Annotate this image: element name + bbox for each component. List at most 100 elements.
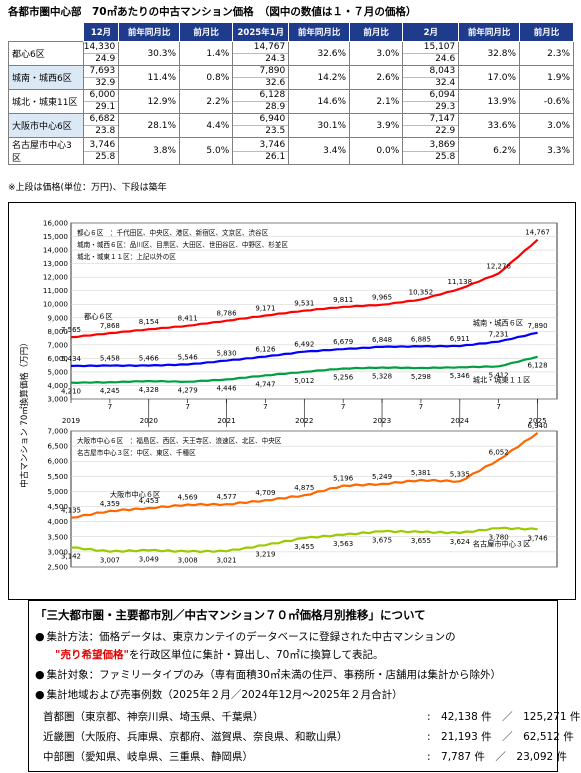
x-month-label: 7 bbox=[263, 402, 268, 411]
chart-svg: 3,000 4,000 5,000 6,000 7,000 8,000 9,000 10,00… bbox=[19, 219, 558, 572]
upper-data-label: 7,868 bbox=[100, 322, 120, 330]
upper-y-tick-label: 12,000 bbox=[43, 273, 69, 282]
header-feb: 2月 bbox=[402, 22, 460, 42]
age-value: 26.1 bbox=[265, 151, 286, 162]
price-value: 7,147 bbox=[403, 114, 459, 126]
upper-data-label: 4,446 bbox=[216, 384, 237, 392]
x-month-label: 7 bbox=[419, 402, 424, 411]
upper-data-label: 7,565 bbox=[61, 326, 81, 334]
upper-data-label: 5,412 bbox=[489, 371, 509, 379]
table-header-row: 12月 前年同月比 前月比 2025年1月 前年同月比 前月比 2月 前年同月比… bbox=[8, 22, 574, 42]
yoy-value: 28.1% bbox=[147, 120, 177, 131]
method-line: ● 集計方法：価格データは、東京カンテイのデータベースに登録された中古マンションの bbox=[35, 629, 456, 644]
age-value: 23.5 bbox=[265, 126, 286, 136]
mom-value: 1.9% bbox=[547, 72, 570, 83]
lower-y-tick-label: 5,000 bbox=[47, 487, 68, 496]
lower-data-label: 3,624 bbox=[450, 538, 471, 546]
yoy-value: 13.9% bbox=[487, 96, 517, 107]
bullet-icon: ● bbox=[35, 668, 45, 681]
upper-data-label: 5,256 bbox=[333, 373, 354, 381]
region-name: 中部圏（愛知県、岐阜県、三重県、静岡県） bbox=[43, 751, 253, 763]
method-text-b: を行政区単位に集計・算出し、70㎡に換算して表記。 bbox=[128, 649, 384, 661]
yoy-value: 30.1% bbox=[317, 120, 347, 131]
yoy-value: 30.3% bbox=[147, 48, 177, 59]
lower-series-line bbox=[70, 526, 538, 554]
lower-data-label: 4,709 bbox=[255, 489, 275, 497]
price-value: 15,107 bbox=[403, 42, 459, 54]
price-chart: 3,000 4,000 5,000 6,000 7,000 8,000 9,000 10,00… bbox=[8, 202, 576, 600]
age-value: 23.8 bbox=[95, 126, 116, 136]
header-dec-yoy: 前年同月比 bbox=[118, 22, 181, 42]
upper-data-label: 6,679 bbox=[333, 338, 353, 346]
region-label: 都心6区 bbox=[12, 50, 45, 60]
region-count: : 42,138 件 ／ 125,271 件 bbox=[427, 711, 581, 723]
bullet-icon: ● bbox=[35, 688, 45, 701]
upper-y-tick-label: 7,000 bbox=[47, 340, 68, 349]
x-month-label: 7 bbox=[108, 402, 113, 411]
upper-data-label: 4,210 bbox=[61, 388, 81, 396]
mom-value: 3.9% bbox=[376, 120, 400, 131]
price-value: 3,869 bbox=[403, 140, 459, 152]
upper-data-label: 10,352 bbox=[409, 288, 434, 296]
lower-data-label: 3,021 bbox=[216, 556, 236, 564]
age-value: 28.9 bbox=[265, 102, 286, 112]
bullet-icon: ● bbox=[35, 630, 45, 643]
lower-legend-entry: 名古屋市中心３区：中区、東区、千種区 bbox=[77, 448, 196, 457]
yoy-value: 6.2% bbox=[493, 146, 517, 156]
upper-data-label: 5,830 bbox=[216, 350, 236, 358]
table-note: ※上段は価格(単位：万円)、下段は築年 bbox=[8, 183, 167, 193]
upper-y-tick-label: 6,000 bbox=[47, 354, 68, 363]
lower-data-label: 3,746 bbox=[528, 534, 549, 542]
age-value: 32.6 bbox=[265, 78, 286, 88]
mom-value: 2.6% bbox=[376, 72, 400, 83]
upper-data-label: 5,346 bbox=[450, 372, 471, 380]
mom-value: 0.8% bbox=[206, 72, 230, 83]
upper-data-label: 8,411 bbox=[178, 315, 198, 323]
yoy-value: 32.8% bbox=[487, 48, 517, 59]
yoy-value: 3.4% bbox=[323, 146, 347, 156]
lower-data-label: 3,563 bbox=[333, 540, 353, 548]
yoy-value: 14.6% bbox=[317, 96, 347, 107]
price-value: 6,000 bbox=[83, 90, 119, 102]
upper-series-name: 城北・城東１１区 bbox=[473, 375, 531, 384]
lower-data-label: 5,381 bbox=[411, 469, 431, 477]
upper-series-line bbox=[70, 355, 538, 385]
lower-y-tick-label: 3,500 bbox=[47, 532, 68, 541]
upper-y-tick-label: 11,000 bbox=[43, 286, 69, 295]
upper-legend-entry: 都心６区 ：千代田区、中央区、港区、新宿区、文京区、渋谷区 bbox=[77, 228, 269, 237]
yoy-value: 17.0% bbox=[487, 72, 517, 83]
lower-y-tick-label: 4,000 bbox=[47, 517, 68, 526]
lower-data-label: 6,052 bbox=[489, 449, 509, 457]
lower-y-tick-label: 2,500 bbox=[47, 563, 68, 572]
upper-data-label: 6,126 bbox=[255, 346, 276, 354]
price-value: 6,128 bbox=[233, 90, 289, 102]
lower-y-tick-label: 5,500 bbox=[47, 472, 68, 481]
price-value: 7,890 bbox=[233, 66, 289, 78]
upper-y-tick-label: 15,000 bbox=[43, 232, 69, 241]
age-value: 32.9 bbox=[95, 78, 116, 88]
region-name: 近畿圏（大阪府、兵庫県、京都府、滋賀県、奈良県、和歌山県） bbox=[43, 731, 348, 743]
area-text: 集計地域および売事例数（2025年２月／2024年12月～2025年２月合計） bbox=[46, 689, 403, 701]
price-value: 6,682 bbox=[83, 114, 119, 126]
lower-data-label: 5,335 bbox=[450, 470, 470, 478]
region-name: 首都圏（東京都、神奈川県、埼玉県、千葉県） bbox=[43, 711, 264, 723]
upper-data-label: 7,231 bbox=[489, 331, 509, 339]
upper-data-label: 12,276 bbox=[486, 262, 511, 270]
price-value: 6,940 bbox=[233, 114, 289, 126]
upper-data-label: 9,531 bbox=[294, 300, 314, 308]
age-value: 24.9 bbox=[95, 54, 116, 64]
lower-data-label: 4,569 bbox=[178, 493, 198, 501]
yoy-value: 3.8% bbox=[153, 146, 177, 156]
upper-data-label: 9,171 bbox=[255, 304, 275, 312]
price-value: 8,043 bbox=[403, 66, 459, 78]
lower-data-label: 4,453 bbox=[139, 497, 159, 505]
x-month-label: 7 bbox=[341, 402, 346, 411]
mom-value: 2.1% bbox=[376, 96, 400, 107]
lower-y-tick-label: 7,000 bbox=[47, 427, 68, 436]
upper-legend-entry: 城北・城東１１区：上記以外の区 bbox=[77, 252, 176, 261]
mom-value: 4.4% bbox=[206, 120, 230, 131]
lower-data-label: 3,219 bbox=[255, 550, 275, 558]
price-value: 6,094 bbox=[403, 90, 459, 102]
price-value: 3,746 bbox=[83, 140, 119, 152]
upper-data-label: 14,767 bbox=[525, 229, 550, 237]
